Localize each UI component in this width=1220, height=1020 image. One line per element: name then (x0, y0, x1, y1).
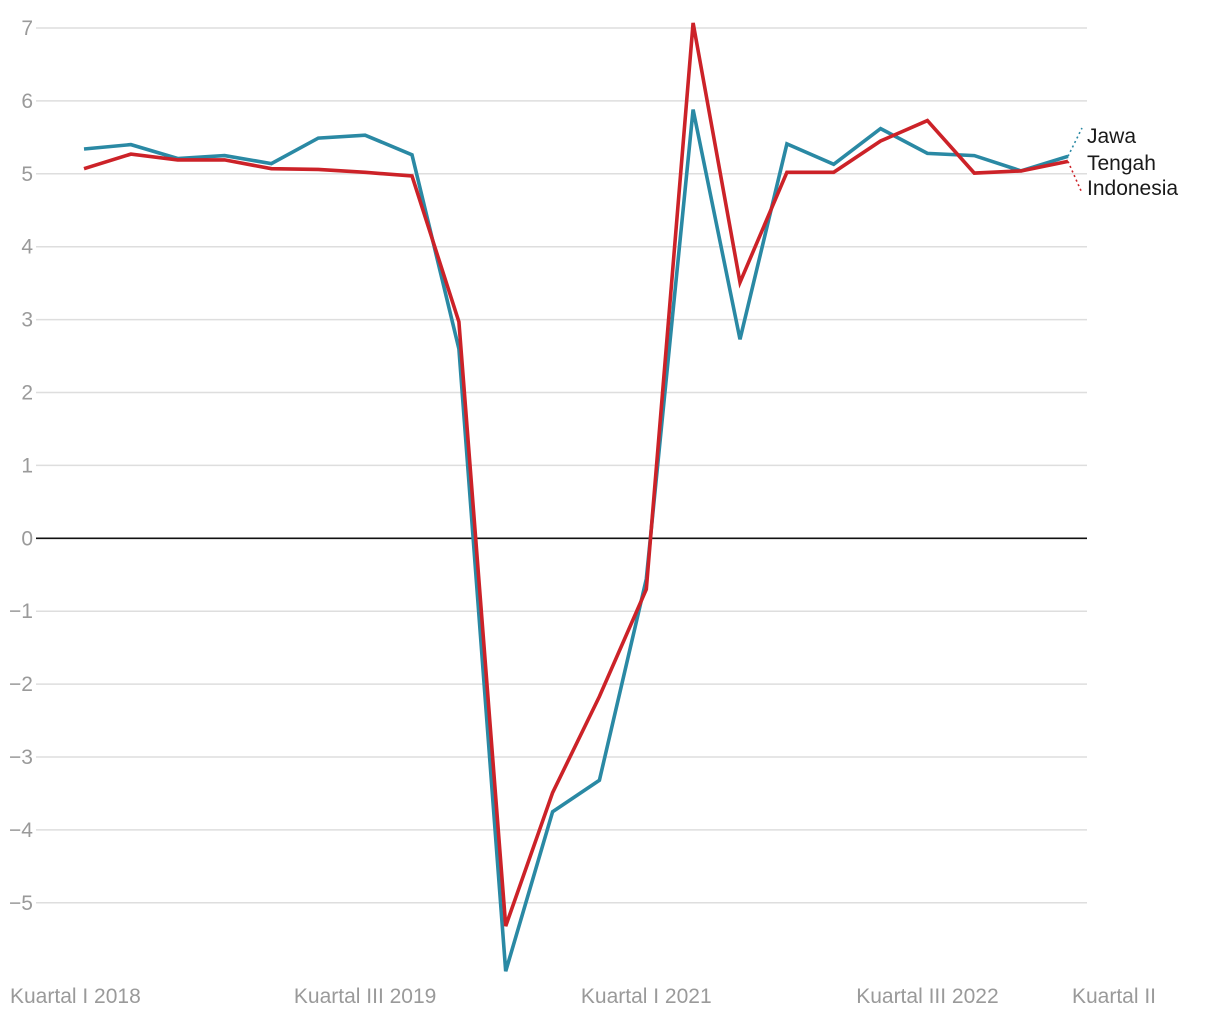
y-axis-ticks: 7 6 5 4 3 2 1 0 −1 −2 −3 −4 −5 (9, 17, 33, 915)
gridlines (36, 27, 1087, 904)
y-tick-label: 3 (21, 309, 33, 332)
y-tick-label: −4 (9, 819, 33, 842)
x-tick-label: Kuartal I 2021 (581, 985, 712, 1008)
y-tick-label: −2 (9, 673, 33, 696)
series-lines (83, 22, 1069, 972)
x-tick-label: Kuartal III 2019 (294, 985, 436, 1008)
y-tick-label: 0 (21, 527, 33, 550)
legend-label-indonesia: Indonesia (1087, 177, 1178, 200)
x-tick-label: Kuartal III 2022 (856, 985, 998, 1008)
y-tick-label: 5 (21, 163, 33, 186)
y-tick-label: 4 (21, 236, 33, 259)
legend-label-jawa-tengah: Jawa Tengah (1087, 125, 1156, 175)
series-line-indonesia (83, 22, 1069, 927)
y-tick-label: −1 (9, 600, 33, 623)
y-tick-label: −5 (9, 892, 33, 915)
y-tick-label: −3 (9, 746, 33, 769)
y-tick-label: 7 (21, 17, 33, 40)
y-tick-label: 6 (21, 90, 33, 113)
x-axis-ticks: Kuartal I 2018 Kuartal III 2019 Kuartal I … (10, 985, 1156, 1008)
y-tick-label: 2 (21, 382, 33, 405)
y-tick-label: 1 (21, 454, 33, 477)
x-tick-label: Kuartal II (1072, 985, 1156, 1008)
series-line-jawa-tengah (83, 109, 1069, 972)
x-tick-label: Kuartal I 2018 (10, 985, 141, 1008)
legend-connector-indonesia (1067, 161, 1083, 194)
legend-connector-jawa-tengah (1067, 127, 1083, 157)
